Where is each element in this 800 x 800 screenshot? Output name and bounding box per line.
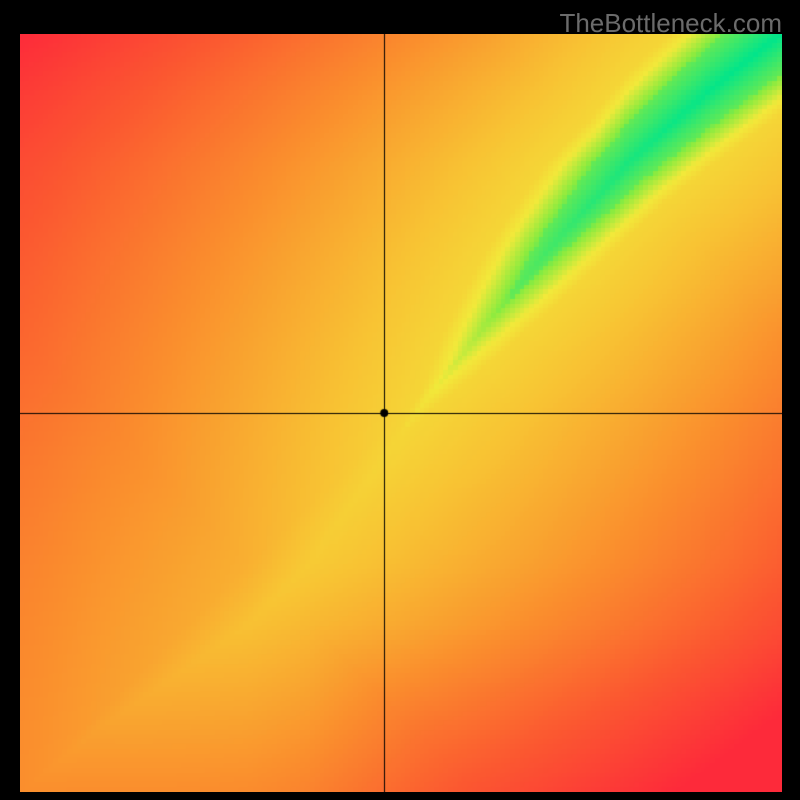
chart-container: TheBottleneck.com: [0, 0, 800, 800]
bottleneck-heatmap: [20, 34, 782, 792]
watermark-text: TheBottleneck.com: [559, 8, 782, 39]
